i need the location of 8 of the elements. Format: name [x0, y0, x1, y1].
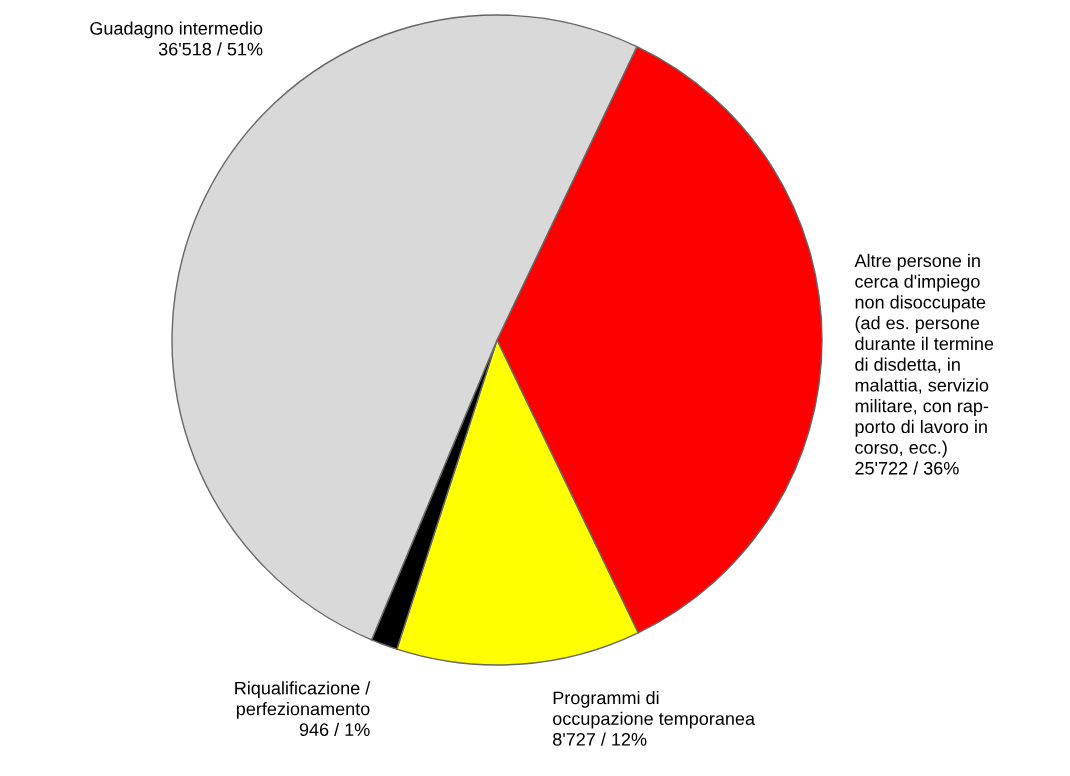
category-label: Altre persone in cerca d'impiego non disoccupate (ad es. persone durante il termine di disdetta, in malattia, servizio militare, con rap- porto di lavoro in corso, ecc.)	[854, 253, 994, 458]
slice-label: Programmi di occupazione temporanea	[553, 691, 756, 729]
data-label: 25'722 / 36%	[855, 461, 959, 475]
slice-label: Guadagno intermedio	[90, 21, 263, 39]
slice-label: Riqualificazione / perfezionamento	[235, 681, 371, 719]
data-label: 36'518 / 51%	[158, 42, 263, 56]
data-label: 946 / 1%	[299, 722, 370, 737]
data-label: 8'727 / 12%	[553, 732, 647, 746]
